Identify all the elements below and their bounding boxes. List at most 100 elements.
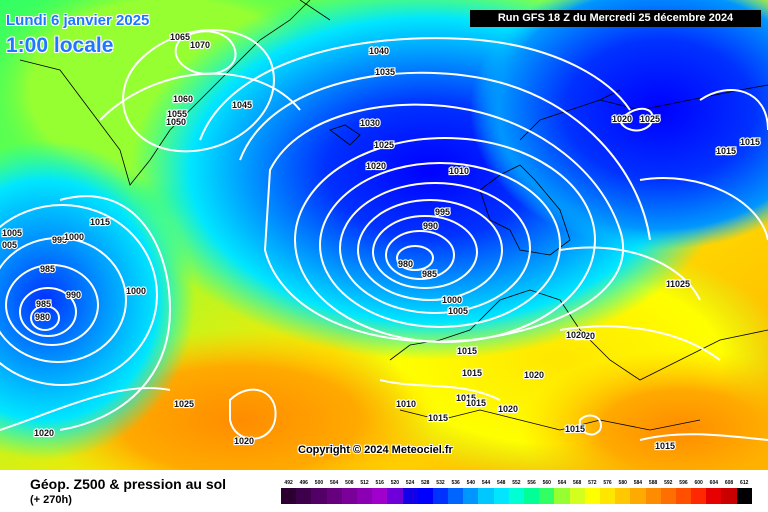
scale-swatch xyxy=(630,488,646,504)
pressure-label: 1060 xyxy=(173,94,193,104)
scale-swatch xyxy=(691,488,707,504)
forecast-local-time: 1:00 locale xyxy=(6,34,114,57)
scale-swatch xyxy=(356,488,373,504)
scale-label: 492 xyxy=(284,480,293,486)
scale-swatch xyxy=(432,488,449,504)
pressure-label: 990 xyxy=(66,290,81,300)
scale-label: 532 xyxy=(436,480,445,486)
scale-label: 524 xyxy=(405,480,415,486)
scale-swatch xyxy=(645,488,661,504)
scale-label: 516 xyxy=(375,480,384,486)
pressure-label: 1020 xyxy=(716,146,736,156)
scale-swatch xyxy=(478,488,494,504)
scale-label: 496 xyxy=(299,480,308,486)
scale-label: 548 xyxy=(497,480,506,486)
forecast-range: (+ 270h) xyxy=(30,494,72,506)
pressure-label: 1065 xyxy=(170,32,190,42)
scale-label: 584 xyxy=(633,480,643,486)
scale-swatch xyxy=(569,488,585,504)
forecast-date: Lundi 6 janvier 2025 xyxy=(6,12,150,29)
pressure-label: 1025 xyxy=(575,331,595,341)
scale-label: 512 xyxy=(360,480,369,486)
pressure-label: 1005 xyxy=(448,306,468,316)
geopotential-map: 1065 1070 1060 1055 1050 1045 1040 1035 1030 1025… xyxy=(0,0,768,470)
scale-swatch xyxy=(524,488,540,504)
legend-footer: Géop. Z500 & pression au sol (+ 270h) 49… xyxy=(0,470,768,512)
scale-label: 540 xyxy=(466,480,476,486)
scale-swatch xyxy=(615,488,631,504)
scale-label: 556 xyxy=(527,480,536,486)
scale-label: 508 xyxy=(345,480,354,486)
scale-swatch xyxy=(584,488,600,504)
scale-label: 588 xyxy=(648,480,658,486)
pressure-label: 1045 xyxy=(232,100,252,110)
scale-label: 520 xyxy=(390,480,400,486)
pressure-label: 1055 xyxy=(167,109,187,119)
color-scale: 492 496 500 504 508 512 516 520 524 528 532 536 540 5… xyxy=(281,478,752,504)
pressure-label: 1015 xyxy=(457,346,477,356)
pressure-label: 1025 xyxy=(670,279,690,289)
scale-swatch xyxy=(539,488,555,504)
scale-label: 536 xyxy=(451,480,460,486)
pressure-label: 1015 xyxy=(456,393,476,403)
scale-swatch xyxy=(736,488,752,504)
pressure-label: 005 xyxy=(2,240,17,250)
color-scale-bar xyxy=(281,488,752,504)
pressure-label: 1020 xyxy=(366,161,386,171)
pressure-label: 1015 xyxy=(462,368,482,378)
scale-swatch xyxy=(554,488,570,504)
pressure-label: 1050 xyxy=(166,117,186,127)
scale-swatch xyxy=(311,488,327,504)
pressure-label: 1025 xyxy=(640,114,660,124)
scale-label: 564 xyxy=(557,480,567,486)
scale-label: 592 xyxy=(664,480,673,486)
scale-swatch xyxy=(463,488,479,504)
scale-swatch xyxy=(296,488,312,504)
scale-label: 544 xyxy=(481,480,491,486)
pressure-label: 1015 xyxy=(716,146,736,156)
pressure-label: 1020 xyxy=(498,404,518,414)
scale-swatch xyxy=(326,488,342,504)
scale-label: 604 xyxy=(709,480,719,486)
scale-swatch xyxy=(660,488,676,504)
map-title: Géop. Z500 & pression au sol xyxy=(30,476,227,492)
pressure-label: 1070 xyxy=(190,40,210,50)
pressure-label: 995 xyxy=(435,207,450,217)
pressure-label: 980 xyxy=(398,259,413,269)
scale-swatch xyxy=(448,488,464,504)
pressure-label: 980 xyxy=(35,312,50,322)
pressure-label: 1020 xyxy=(612,114,632,124)
scale-swatch xyxy=(281,488,297,504)
scale-label: 504 xyxy=(329,480,339,486)
scale-label: 560 xyxy=(542,480,551,486)
pressure-label: 995 xyxy=(52,235,67,245)
scale-label: 596 xyxy=(679,480,688,486)
pressure-label: 1010 xyxy=(396,399,416,409)
copyright-notice: Copyright © 2024 Meteociel.fr xyxy=(298,444,453,456)
pressure-label: 1015 xyxy=(565,424,585,434)
isobars xyxy=(0,29,768,441)
scale-label: 528 xyxy=(421,480,430,486)
scale-label: 580 xyxy=(618,480,627,486)
pressure-label: 1000 xyxy=(442,295,462,305)
pressure-label: 1035 xyxy=(375,67,395,77)
pressure-label: 1015 xyxy=(90,217,110,227)
pressure-label: 1025 xyxy=(374,140,394,150)
scale-swatch xyxy=(706,488,722,504)
pressure-label: 1040 xyxy=(369,46,389,56)
pressure-label: 1015 xyxy=(740,137,760,147)
pressure-label: 990 xyxy=(423,221,438,231)
pressure-label: 1020 xyxy=(234,436,254,446)
scale-label: 500 xyxy=(314,480,324,486)
pressure-label: 1020 xyxy=(524,370,544,380)
scale-swatch xyxy=(508,488,524,504)
color-scale-labels: 492 496 500 504 508 512 516 520 524 528 532 536 540 5… xyxy=(281,478,752,488)
pressure-label: 1020 xyxy=(34,428,54,438)
pressure-label: 1015 xyxy=(428,413,448,423)
scale-label: 612 xyxy=(740,480,749,486)
scale-label: 572 xyxy=(588,480,597,486)
scale-swatch xyxy=(599,488,616,504)
pressure-label: 1000 xyxy=(64,232,84,242)
